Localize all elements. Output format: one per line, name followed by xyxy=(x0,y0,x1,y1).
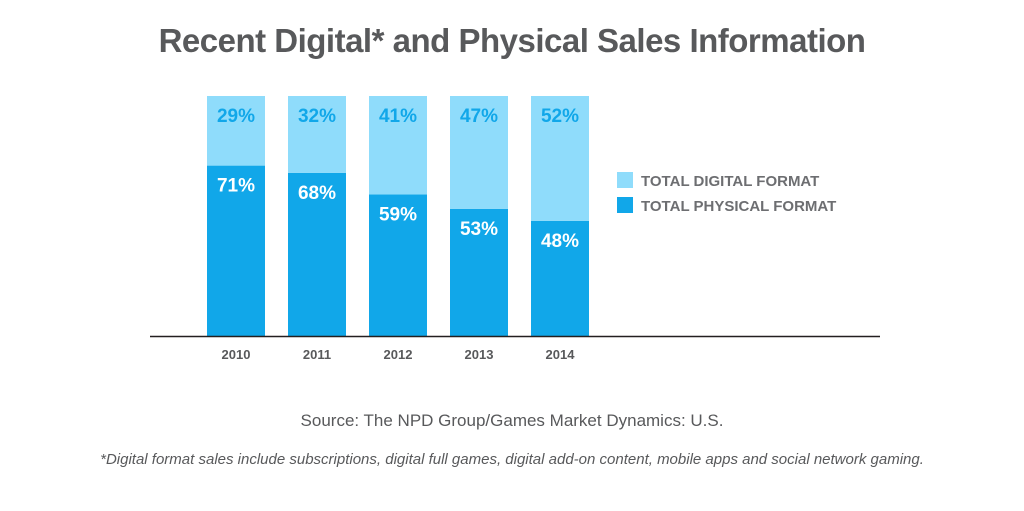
source-note: Source: The NPD Group/Games Market Dynam… xyxy=(300,411,724,430)
data-label-digital-2014: 52% xyxy=(541,106,579,127)
data-label-digital-2012: 41% xyxy=(379,106,417,127)
legend-swatch-digital xyxy=(617,172,633,188)
footnote: *Digital format sales include subscripti… xyxy=(100,451,924,468)
bar-digital-2014 xyxy=(531,96,589,221)
data-label-digital-2011: 32% xyxy=(298,106,336,127)
x-tick-labels: 2010 2011 2012 2013 2014 xyxy=(222,347,576,362)
x-tick-label-2012: 2012 xyxy=(384,347,413,362)
bar-physical-2012 xyxy=(369,194,427,336)
bar-physical-2013 xyxy=(450,208,508,336)
legend: TOTAL DIGITAL FORMAT TOTAL PHYSICAL FORMA… xyxy=(617,172,836,215)
bar-physical-2014 xyxy=(531,220,589,336)
x-tick-label-2013: 2013 xyxy=(465,347,494,362)
bar-labels-group: 71% 29% 68% 32% 59% 41% 53% 47% 48% 52% xyxy=(217,106,579,252)
bar-physical-2011 xyxy=(288,172,346,336)
bar-physical-2010 xyxy=(207,165,265,336)
data-label-physical-2011: 68% xyxy=(298,183,336,204)
legend-swatch-physical xyxy=(617,197,633,213)
data-label-digital-2010: 29% xyxy=(217,106,255,127)
data-label-digital-2013: 47% xyxy=(460,106,498,127)
data-label-physical-2013: 53% xyxy=(460,219,498,240)
bar-digital-2011 xyxy=(288,96,346,173)
stacked-bar-chart: 71%29%68%32%59%41%53%47%48%52% 2010 2011 2… xyxy=(150,96,880,362)
data-label-physical-2014: 48% xyxy=(541,231,579,252)
chart-title: Recent Digital* and Physical Sales Infor… xyxy=(158,22,866,59)
x-tick-label-2014: 2014 xyxy=(546,347,576,362)
bar-digital-2010 xyxy=(207,96,265,166)
legend-label-physical: TOTAL PHYSICAL FORMAT xyxy=(641,198,836,215)
x-tick-label-2010: 2010 xyxy=(222,347,251,362)
bar-digital-2013 xyxy=(450,96,508,209)
data-label-physical-2010: 71% xyxy=(217,176,255,197)
bar-digital-2012 xyxy=(369,96,427,195)
legend-label-digital: TOTAL DIGITAL FORMAT xyxy=(641,173,819,190)
x-tick-label-2011: 2011 xyxy=(303,347,331,362)
data-label-physical-2012: 59% xyxy=(379,204,417,225)
bars-group xyxy=(207,96,589,336)
